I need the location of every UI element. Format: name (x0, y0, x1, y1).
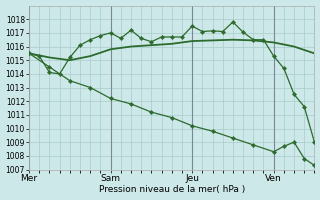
X-axis label: Pression niveau de la mer( hPa ): Pression niveau de la mer( hPa ) (99, 185, 245, 194)
